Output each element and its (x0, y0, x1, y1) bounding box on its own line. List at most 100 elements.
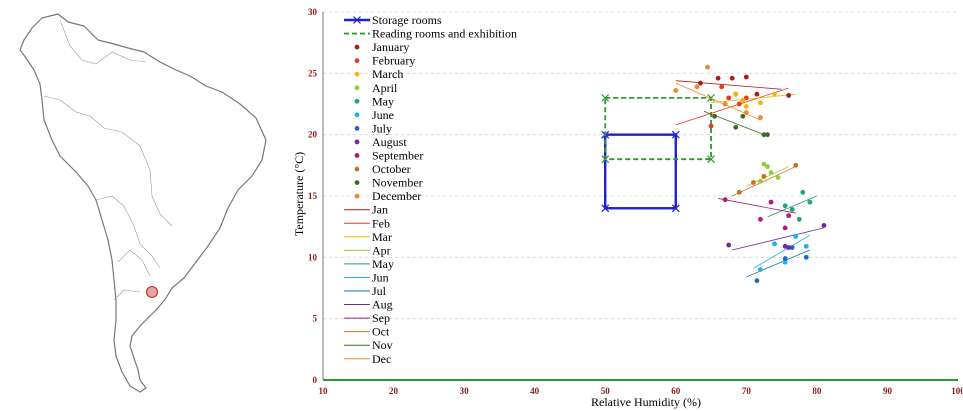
x-tick-label: 10 (319, 386, 329, 396)
trend-line-jan (676, 81, 782, 90)
legend-label: Nov (372, 338, 393, 352)
trend-line-mar (711, 94, 796, 103)
x-tick-label: 80 (812, 386, 822, 396)
point-september (783, 225, 788, 230)
point-june (793, 234, 798, 239)
point-may (797, 217, 802, 222)
location-marker-icon (147, 287, 158, 298)
legend-label: Feb (372, 216, 390, 230)
legend-dot-december (355, 194, 360, 199)
legend-label: November (372, 176, 423, 190)
point-december (744, 110, 749, 115)
point-december (695, 84, 700, 89)
point-november (765, 132, 770, 137)
x-tick-label: 30 (460, 386, 470, 396)
point-november (740, 114, 745, 119)
legend-label: October (372, 162, 411, 176)
y-tick-label: 5 (313, 314, 318, 324)
point-january (730, 76, 735, 81)
y-tick-label: 10 (308, 252, 318, 262)
x-tick-label: 100 (951, 386, 963, 396)
point-september (769, 200, 774, 205)
y-tick-label: 20 (308, 130, 318, 140)
point-january (744, 75, 749, 80)
point-february (709, 124, 714, 129)
legend-dot-october (355, 167, 360, 172)
point-august (786, 245, 791, 250)
point-april (769, 170, 774, 175)
grid (323, 12, 958, 319)
point-july (755, 278, 760, 283)
legend-label: February (372, 54, 415, 68)
point-january (716, 76, 721, 81)
legend-label: Oct (372, 325, 390, 339)
legend-label: Dec (372, 352, 391, 366)
x-tick-label: 70 (742, 386, 752, 396)
legend-dot-june (355, 112, 360, 117)
y-tick-label: 15 (308, 191, 318, 201)
point-october (737, 190, 742, 195)
trend-line-aug (732, 228, 824, 250)
legend-label: Jan (372, 203, 388, 217)
point-january (786, 93, 791, 98)
point-march (772, 92, 777, 97)
point-february (726, 95, 731, 100)
legend-label: Storage rooms (372, 13, 442, 27)
point-june (758, 267, 763, 272)
point-july (804, 255, 809, 260)
legend-label: Mar (372, 230, 392, 244)
point-may (783, 203, 788, 208)
legend-label: December (372, 189, 421, 203)
point-april (758, 179, 763, 184)
point-august (822, 223, 827, 228)
point-july (783, 256, 788, 261)
south-america-map (0, 0, 290, 411)
legend-dot-april (355, 85, 360, 90)
chart: 10 20 30 40 50 60 70 80 90 100 0 5 10 15 20 25 30 Stora… (290, 0, 963, 411)
point-december (758, 115, 763, 120)
trend-line-feb (676, 88, 789, 125)
legend-dot-january (355, 45, 360, 50)
legend-dot-may (355, 99, 360, 104)
x-tick-label: 90 (883, 386, 893, 396)
y-tick-label: 0 (313, 375, 318, 385)
legend-label: May (372, 94, 394, 108)
point-december (673, 88, 678, 93)
reading-rooms-region (605, 98, 711, 159)
comfort-regions (602, 94, 715, 211)
legend-label: Sep (372, 311, 390, 325)
point-january (755, 92, 760, 97)
y-axis-label: Temperature (°C) (292, 152, 306, 236)
legend-dot-march (355, 72, 360, 77)
point-september (758, 217, 763, 222)
trend-line-may (768, 196, 817, 217)
point-august (726, 243, 731, 248)
legend-dot-february (355, 58, 360, 63)
point-december (705, 65, 710, 70)
x-tick-label: 40 (530, 386, 540, 396)
y-tick-label: 25 (308, 68, 318, 78)
legend-dot-july (355, 126, 360, 131)
point-may (790, 207, 795, 212)
point-september (786, 213, 791, 218)
legend-label: Apr (372, 243, 391, 257)
point-may (807, 200, 812, 205)
point-june (804, 244, 809, 249)
legend-label: June (372, 108, 394, 122)
point-february (719, 84, 724, 89)
point-november (733, 125, 738, 130)
point-december (723, 102, 728, 107)
y-ticks: 0 5 10 15 20 25 30 (308, 7, 318, 385)
point-october (751, 180, 756, 185)
legend-label: July (372, 121, 392, 135)
trend-lines (676, 81, 824, 277)
y-tick-label: 30 (308, 7, 318, 17)
point-march (733, 92, 738, 97)
storage-rooms-region (605, 135, 676, 209)
legend-dot-september (355, 153, 360, 158)
legend-label: September (372, 149, 423, 163)
trend-line-jun (753, 235, 809, 268)
point-february (737, 102, 742, 107)
point-march (758, 100, 763, 105)
